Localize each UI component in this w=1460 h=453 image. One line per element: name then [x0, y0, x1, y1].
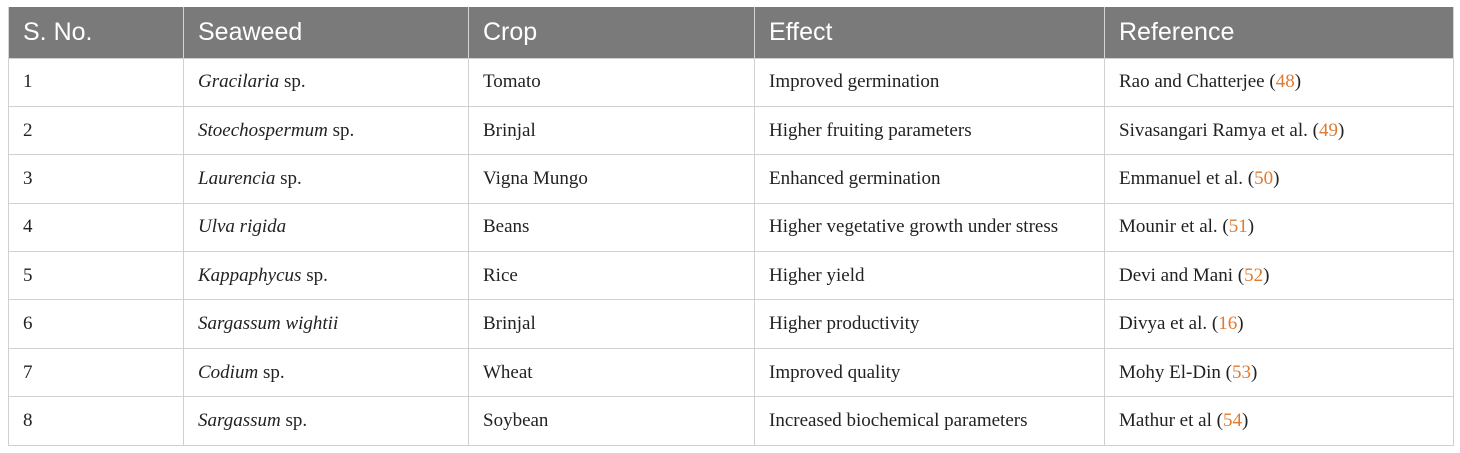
table-row: 8 Sargassum sp. Soybean Increased bioche…	[8, 396, 1454, 446]
cell-sno: 3	[8, 154, 184, 204]
cell-effect: Improved germination	[754, 57, 1105, 107]
seaweed-genus: Sargassum wightii	[198, 313, 339, 335]
seaweed-genus: Laurencia	[198, 167, 276, 189]
cell-reference: Rao and Chatterjee (48)	[1104, 57, 1454, 107]
seaweed-suffix: sp.	[275, 167, 302, 189]
cell-reference: Sivasangari Ramya et al. (49)	[1104, 105, 1454, 156]
cell-effect: Increased biochemical parameters	[754, 396, 1105, 446]
cell-sno: 7	[8, 347, 184, 398]
cell-reference: Divya et al. (16)	[1104, 299, 1454, 349]
cell-effect: Enhanced germination	[754, 154, 1105, 204]
cell-effect: Higher productivity	[754, 299, 1105, 349]
cell-effect: Higher fruiting parameters	[754, 105, 1105, 156]
reference-close: )	[1294, 71, 1302, 93]
cell-sno: 6	[8, 299, 184, 349]
reference-link[interactable]: 52	[1244, 264, 1264, 286]
seaweed-genus: Ulva rigida	[198, 216, 287, 238]
reference-close: )	[1263, 264, 1270, 286]
seaweed-suffix: sp.	[301, 264, 328, 286]
reference-authors: Mathur et al (	[1119, 409, 1223, 431]
table-header: S. No. Seaweed Crop Effect Reference	[8, 7, 1454, 58]
seaweed-genus: Gracilaria	[198, 71, 280, 93]
cell-effect: Higher yield	[754, 251, 1105, 301]
seaweed-genus: Codium	[198, 361, 259, 383]
reference-link[interactable]: 50	[1254, 167, 1274, 189]
table-row: 5 Kappaphycus sp. Rice Higher yield Devi…	[8, 251, 1454, 301]
cell-effect: Improved quality	[754, 347, 1105, 398]
cell-seaweed: Kappaphycus sp.	[183, 251, 469, 301]
cell-seaweed: Sargassum wightii	[183, 299, 469, 349]
table-row: 3 Laurencia sp. Vigna Mungo Enhanced ger…	[8, 154, 1454, 204]
seaweed-crop-table-container: S. No. Seaweed Crop Effect Reference 1 G…	[8, 7, 1454, 446]
header-sno: S. No.	[8, 7, 184, 58]
cell-seaweed: Gracilaria sp.	[183, 57, 469, 107]
cell-seaweed: Stoechospermum sp.	[183, 105, 469, 156]
reference-close: )	[1237, 313, 1244, 335]
cell-seaweed: Laurencia sp.	[183, 154, 469, 204]
table-row: 6 Sargassum wightii Brinjal Higher produ…	[8, 299, 1454, 349]
seaweed-genus: Kappaphycus	[198, 264, 302, 286]
table-row: 1 Gracilaria sp. Tomato Improved germina…	[8, 57, 1454, 107]
reference-close: )	[1273, 167, 1280, 189]
header-seaweed: Seaweed	[183, 7, 469, 58]
cell-reference: Devi and Mani (52)	[1104, 251, 1454, 301]
reference-link[interactable]: 51	[1228, 216, 1248, 238]
seaweed-suffix: sp.	[280, 409, 308, 431]
cell-reference: Emmanuel et al. (50)	[1104, 154, 1454, 204]
cell-crop: Wheat	[468, 347, 755, 398]
reference-close: )	[1337, 119, 1345, 141]
seaweed-genus: Stoechospermum	[198, 119, 328, 141]
reference-link[interactable]: 16	[1218, 313, 1238, 335]
cell-reference: Mounir et al. (51)	[1104, 202, 1454, 253]
seaweed-crop-table: S. No. Seaweed Crop Effect Reference 1 G…	[8, 7, 1454, 446]
reference-authors: Rao and Chatterjee (	[1119, 71, 1276, 93]
seaweed-suffix: sp.	[279, 71, 306, 93]
seaweed-suffix: sp.	[327, 119, 355, 141]
header-effect: Effect	[754, 7, 1105, 58]
seaweed-suffix: sp.	[258, 361, 285, 383]
seaweed-genus: Sargassum	[198, 409, 281, 431]
cell-sno: 1	[8, 57, 184, 107]
reference-authors: Mounir et al. (	[1119, 216, 1229, 238]
cell-crop: Soybean	[468, 396, 755, 446]
reference-authors: Devi and Mani (	[1119, 264, 1245, 286]
cell-crop: Rice	[468, 251, 755, 301]
cell-effect: Higher vegetative growth under stress	[754, 202, 1105, 253]
cell-seaweed: Ulva rigida	[183, 202, 469, 253]
cell-sno: 5	[8, 251, 184, 301]
table-body: 1 Gracilaria sp. Tomato Improved germina…	[8, 57, 1454, 446]
table-row: 2 Stoechospermum sp. Brinjal Higher frui…	[8, 105, 1454, 156]
reference-authors: Emmanuel et al. (	[1119, 167, 1255, 189]
reference-link[interactable]: 54	[1222, 409, 1242, 431]
reference-authors: Mohy El-Din (	[1119, 361, 1232, 383]
header-crop: Crop	[468, 7, 755, 58]
reference-close: )	[1241, 409, 1249, 431]
reference-close: )	[1250, 361, 1258, 383]
reference-link[interactable]: 48	[1275, 71, 1295, 93]
reference-link[interactable]: 53	[1231, 361, 1251, 383]
cell-sno: 2	[8, 105, 184, 156]
reference-link[interactable]: 49	[1318, 119, 1338, 141]
cell-sno: 8	[8, 396, 184, 446]
reference-close: )	[1247, 216, 1255, 238]
table-row: 7 Codium sp. Wheat Improved quality Mohy…	[8, 347, 1454, 398]
table-row: 4 Ulva rigida Beans Higher vegetative gr…	[8, 202, 1454, 253]
cell-reference: Mathur et al (54)	[1104, 396, 1454, 446]
cell-reference: Mohy El-Din (53)	[1104, 347, 1454, 398]
cell-crop: Brinjal	[468, 105, 755, 156]
header-row: S. No. Seaweed Crop Effect Reference	[8, 7, 1454, 58]
cell-seaweed: Sargassum sp.	[183, 396, 469, 446]
header-reference: Reference	[1104, 7, 1454, 58]
reference-authors: Divya et al. (	[1119, 313, 1219, 335]
cell-sno: 4	[8, 202, 184, 253]
cell-crop: Brinjal	[468, 299, 755, 349]
cell-crop: Tomato	[468, 57, 755, 107]
cell-crop: Beans	[468, 202, 755, 253]
cell-seaweed: Codium sp.	[183, 347, 469, 398]
cell-crop: Vigna Mungo	[468, 154, 755, 204]
reference-authors: Sivasangari Ramya et al. (	[1119, 119, 1319, 141]
